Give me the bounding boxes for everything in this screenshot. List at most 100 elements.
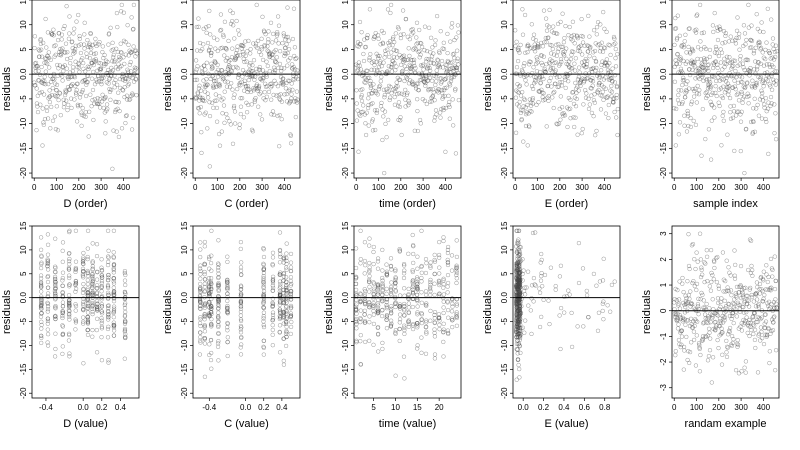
data-point xyxy=(402,327,407,333)
data-point xyxy=(716,345,721,351)
data-point xyxy=(696,341,702,346)
data-point xyxy=(569,34,574,39)
data-point xyxy=(53,346,58,352)
data-point xyxy=(358,261,363,266)
data-point xyxy=(698,47,704,52)
data-point xyxy=(202,317,207,322)
data-point xyxy=(549,58,555,64)
data-point xyxy=(227,84,233,90)
data-point xyxy=(111,128,116,133)
data-point xyxy=(85,273,91,279)
data-point xyxy=(67,351,72,356)
data-point xyxy=(708,99,713,104)
data-point xyxy=(105,278,111,283)
data-point xyxy=(560,44,565,50)
data-point xyxy=(418,121,423,126)
data-point xyxy=(600,301,605,306)
data-point xyxy=(730,311,735,316)
data-point xyxy=(365,36,370,41)
data-point xyxy=(749,38,755,44)
data-point xyxy=(455,48,460,53)
data-point xyxy=(746,25,751,30)
data-point xyxy=(456,30,461,35)
data-point xyxy=(277,61,283,67)
data-point xyxy=(774,305,779,310)
data-point xyxy=(131,26,136,32)
data-point xyxy=(203,110,208,115)
data-point xyxy=(131,2,137,8)
data-point xyxy=(406,251,411,256)
data-point xyxy=(734,314,739,319)
data-point xyxy=(208,357,214,363)
data-point xyxy=(566,288,571,293)
data-point xyxy=(703,90,708,96)
data-point xyxy=(202,305,207,310)
data-point xyxy=(198,335,203,340)
data-point xyxy=(672,26,678,31)
data-point xyxy=(53,331,58,336)
data-point xyxy=(209,253,214,258)
data-point xyxy=(288,303,294,309)
data-point xyxy=(242,78,247,83)
data-point xyxy=(238,96,243,101)
data-point xyxy=(381,114,386,119)
data-point xyxy=(106,305,111,311)
data-point xyxy=(410,326,416,332)
data-point xyxy=(430,45,435,50)
data-point xyxy=(449,253,455,258)
data-point xyxy=(363,45,368,50)
data-point xyxy=(202,314,208,319)
data-point xyxy=(612,279,617,284)
data-point xyxy=(717,24,722,29)
x-tick-label: 0.6 xyxy=(579,403,591,412)
data-point xyxy=(755,319,760,325)
data-point xyxy=(455,23,461,28)
data-point xyxy=(442,77,448,82)
data-point xyxy=(357,41,362,47)
data-point xyxy=(90,292,95,297)
data-point xyxy=(284,91,289,97)
data-point xyxy=(531,32,537,37)
data-point xyxy=(517,253,522,258)
data-point xyxy=(198,254,203,260)
data-point xyxy=(293,96,298,101)
data-point xyxy=(397,293,403,298)
data-point xyxy=(222,89,227,94)
data-point xyxy=(379,64,384,69)
data-point xyxy=(78,92,83,97)
data-point xyxy=(539,273,544,279)
data-point xyxy=(224,47,229,52)
data-point xyxy=(410,278,415,284)
y-tick-label: 0.0 xyxy=(180,292,189,304)
data-point xyxy=(105,309,111,314)
data-point xyxy=(534,55,539,60)
data-point xyxy=(735,15,740,20)
data-point xyxy=(739,369,744,374)
data-point xyxy=(207,281,212,286)
data-point xyxy=(515,260,520,266)
data-point xyxy=(744,315,749,320)
data-point xyxy=(114,10,120,16)
data-point xyxy=(423,256,429,262)
data-point xyxy=(523,318,528,323)
plot-frame xyxy=(512,225,621,399)
data-point xyxy=(225,282,230,287)
data-point xyxy=(45,232,51,237)
y-tick-label: -15 xyxy=(659,142,668,154)
data-point xyxy=(129,49,135,55)
data-point xyxy=(751,119,756,125)
data-point xyxy=(600,89,605,94)
data-point xyxy=(683,81,689,87)
data-point xyxy=(718,304,723,309)
data-point xyxy=(358,319,363,325)
data-point xyxy=(57,91,63,96)
data-point xyxy=(728,34,733,39)
data-point xyxy=(67,284,72,289)
data-point xyxy=(261,296,267,301)
data-point xyxy=(277,230,283,235)
data-point xyxy=(105,228,111,233)
data-point xyxy=(383,51,388,57)
data-point xyxy=(600,59,605,64)
data-point xyxy=(216,303,221,309)
data-point xyxy=(294,89,300,94)
